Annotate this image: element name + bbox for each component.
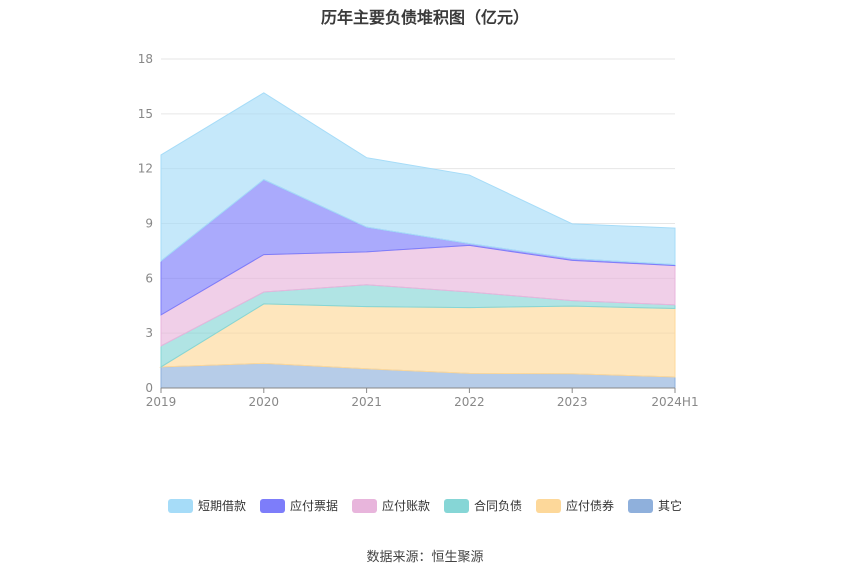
data-source-note: 数据来源：恒生聚源 <box>366 550 484 565</box>
legend-label: 其它 <box>658 499 683 513</box>
x-tick-label: 2022 <box>454 395 485 409</box>
legend-label: 合同负债 <box>474 499 523 513</box>
legend-swatch <box>351 498 377 513</box>
y-tick-label: 3 <box>145 326 153 340</box>
legend-item[interactable]: 短期借款 <box>167 497 246 514</box>
legend-label: 应付债券 <box>566 499 615 513</box>
legend-swatch <box>536 498 562 513</box>
legend-swatch <box>444 498 469 513</box>
y-tick-label: 15 <box>138 107 153 121</box>
area-series <box>160 92 676 266</box>
legend-item[interactable]: 应付账款 <box>351 497 430 514</box>
legend-label: 短期借款 <box>197 499 246 513</box>
legend-item[interactable]: 应付票据 <box>259 497 338 514</box>
legend-label: 应付票据 <box>289 499 338 513</box>
chart-legend: 短期借款 应付票据 应付账款 合同负债 应付债券 其它 <box>0 497 850 514</box>
y-tick-label: 6 <box>145 271 153 285</box>
legend-swatch <box>628 498 654 513</box>
legend-item[interactable]: 其它 <box>628 497 682 514</box>
chart-title: 历年主要负债堆积图（亿元） <box>320 8 529 27</box>
x-tick-label: 2021 <box>351 395 382 409</box>
y-tick-label: 9 <box>145 217 153 231</box>
y-tick-label: 18 <box>138 52 153 66</box>
x-tick-label: 2020 <box>249 395 280 409</box>
x-tick-label: 2024H1 <box>651 395 698 409</box>
legend-swatch <box>167 498 193 513</box>
y-tick-label: 12 <box>138 162 153 176</box>
legend-item[interactable]: 合同负债 <box>444 497 522 514</box>
x-tick-label: 2023 <box>557 395 588 409</box>
legend-swatch <box>259 498 285 513</box>
legend-item[interactable]: 应付债券 <box>536 497 614 514</box>
y-tick-label: 0 <box>145 381 153 395</box>
x-tick-label: 2019 <box>146 395 177 409</box>
legend-label: 应付账款 <box>381 499 430 513</box>
